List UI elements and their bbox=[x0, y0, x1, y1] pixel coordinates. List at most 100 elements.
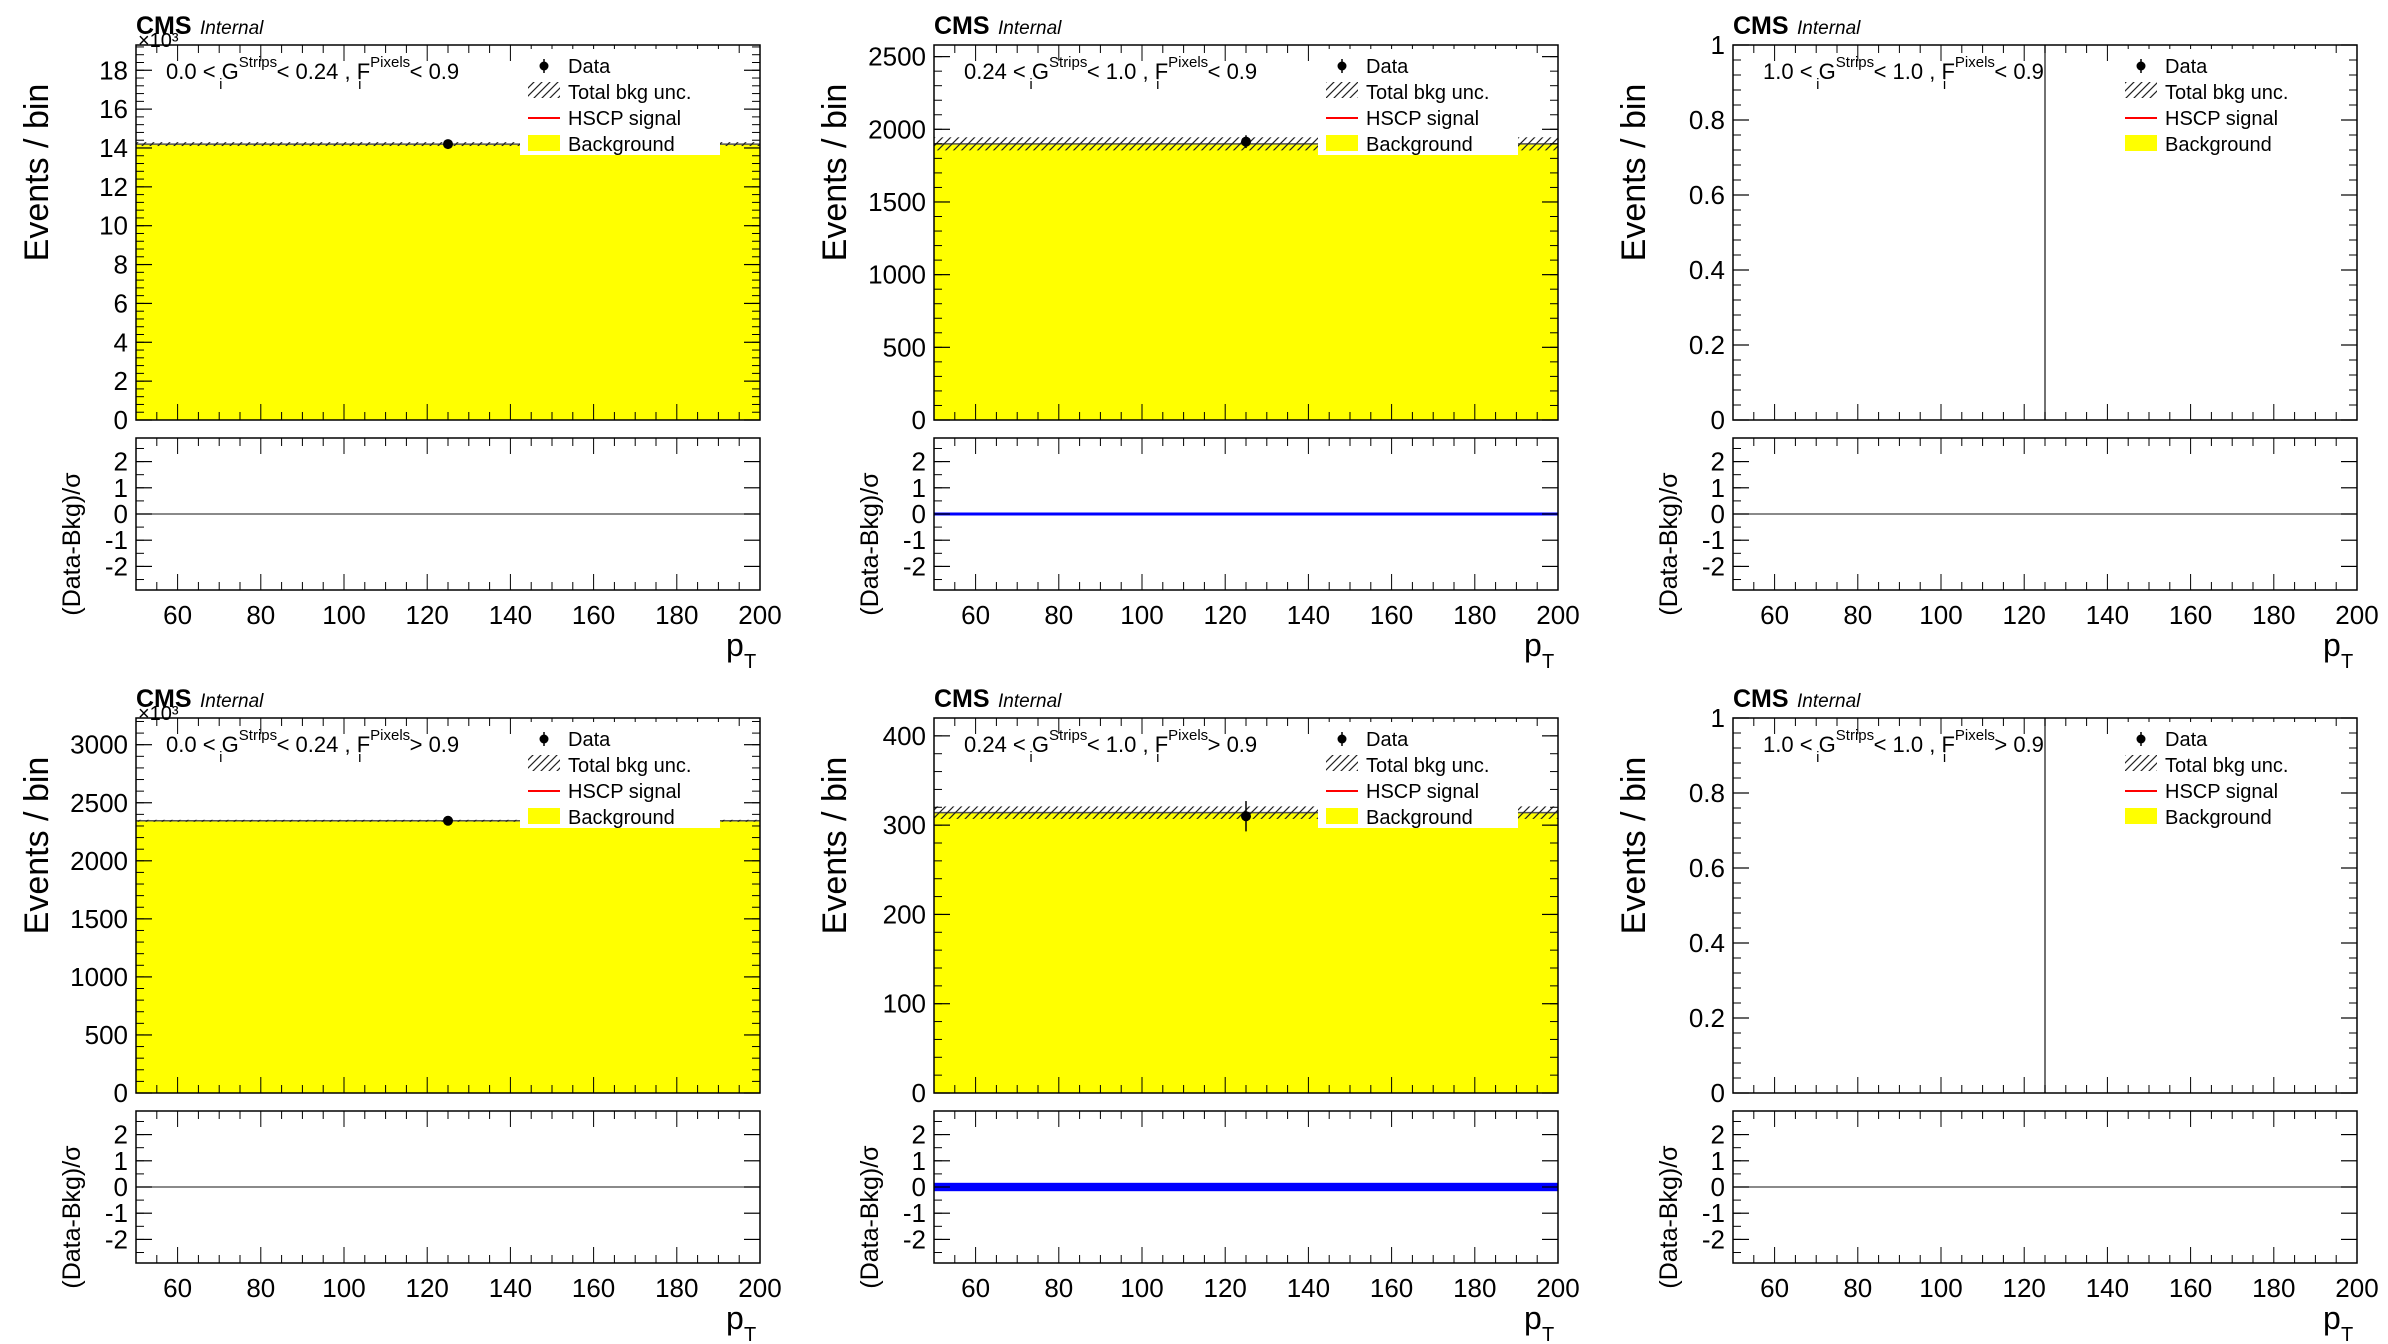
y-tick-label: 8 bbox=[114, 250, 128, 280]
data-point bbox=[1241, 811, 1251, 822]
legend-label-signal: HSCP signal bbox=[568, 108, 681, 130]
ratio-y-tick-label: 1 bbox=[912, 1146, 926, 1176]
legend-label-data: Data bbox=[1366, 729, 1409, 751]
ratio-y-axis-label: (Data-Bkg)/σ bbox=[1655, 1145, 1683, 1289]
region-label-part: i bbox=[1943, 76, 1946, 93]
ratio-y-tick-label: 1 bbox=[114, 473, 128, 503]
y-multiplier: ×10³ bbox=[138, 703, 179, 725]
y-tick-label: 2500 bbox=[70, 788, 128, 818]
legend-bkg-unc-swatch bbox=[2125, 82, 2157, 98]
legend-label-data: Data bbox=[1366, 56, 1409, 78]
y-tick-label: 0 bbox=[912, 405, 926, 435]
x-tick-label: 80 bbox=[1044, 1273, 1073, 1303]
legend-label-signal: HSCP signal bbox=[2165, 781, 2278, 803]
legend-bkg-unc-swatch bbox=[528, 755, 560, 771]
panel-6: 0 0.2 0.4 0.6 0.8 1 Events / bin CMS Internal 1.0… bbox=[1615, 685, 2379, 1344]
x-tick-label: 80 bbox=[1843, 600, 1872, 630]
legend-label-data: Data bbox=[2165, 56, 2208, 78]
legend-label-bkg-unc: Total bkg unc. bbox=[1366, 82, 1489, 104]
ratio-y-tick-label: 0 bbox=[114, 499, 128, 529]
region-label: 0.24 < GStrips i < 1.0 , FPixels i < 0.9 bbox=[964, 54, 1257, 93]
legend-label-signal: HSCP signal bbox=[2165, 108, 2278, 130]
panel-5: 0 100 200 300 400 Events / bin CMS Internal 0.24… bbox=[816, 685, 1580, 1344]
region-label-part: i bbox=[219, 749, 222, 766]
region-label-part: 1.0 < G bbox=[1763, 732, 1836, 757]
x-tick-label: 60 bbox=[163, 600, 192, 630]
x-tick-label: 100 bbox=[1120, 600, 1163, 630]
x-tick-label: 200 bbox=[738, 1273, 781, 1303]
x-tick-label: 60 bbox=[961, 600, 990, 630]
x-tick-label: 100 bbox=[322, 1273, 365, 1303]
x-tick-label: 60 bbox=[1760, 600, 1789, 630]
x-tick-label: 80 bbox=[1843, 1273, 1872, 1303]
ratio-y-tick-label: 0 bbox=[912, 499, 926, 529]
y-axis-label: Events / bin bbox=[18, 757, 56, 935]
legend-bkg-unc-swatch bbox=[1326, 755, 1358, 771]
y-tick-label: 0 bbox=[1711, 405, 1725, 435]
y-tick-label: 18 bbox=[99, 55, 128, 85]
region-label-part: Strips bbox=[239, 727, 277, 744]
y-tick-label: 0 bbox=[114, 1078, 128, 1108]
y-tick-label: 200 bbox=[883, 899, 926, 929]
ratio-y-tick-label: 2 bbox=[1711, 447, 1725, 477]
legend-label-background: Background bbox=[2165, 807, 2272, 829]
legend-label-background: Background bbox=[568, 807, 675, 829]
region-label-part: Pixels bbox=[370, 727, 410, 744]
y-tick-label: 500 bbox=[883, 332, 926, 362]
region-label: 0.0 < GStrips i < 0.24 , FPixels i < 0.9 bbox=[166, 54, 459, 93]
ratio-y-tick-label: -1 bbox=[903, 1198, 926, 1228]
pull-band bbox=[934, 512, 1558, 516]
region-label-part: Strips bbox=[239, 54, 277, 71]
ratio-y-tick-label: -2 bbox=[903, 1224, 926, 1254]
background-bar bbox=[136, 820, 760, 1093]
region-label-part: Pixels bbox=[1168, 727, 1208, 744]
region-label-part: i bbox=[1156, 749, 1159, 766]
region-label-part: i bbox=[358, 749, 361, 766]
x-tick-label: 140 bbox=[2086, 600, 2129, 630]
legend-label-background: Background bbox=[2165, 134, 2272, 156]
region-label: 0.24 < GStrips i < 1.0 , FPixels i > 0.9 bbox=[964, 727, 1257, 766]
y-axis-label: Events / bin bbox=[18, 84, 56, 262]
region-label-part: i bbox=[1816, 76, 1819, 93]
region-label-part: i bbox=[358, 76, 361, 93]
y-tick-label: 3000 bbox=[70, 730, 128, 760]
region-label-part: < 0.9 bbox=[1202, 59, 1258, 84]
x-axis-label-subscript: T bbox=[2341, 1324, 2353, 1344]
legend-data-marker bbox=[1337, 734, 1347, 744]
ratio-y-tick-label: -1 bbox=[105, 525, 128, 555]
x-tick-label: 140 bbox=[2086, 1273, 2129, 1303]
y-axis-label: Events / bin bbox=[1615, 84, 1653, 262]
legend-label-signal: HSCP signal bbox=[1366, 781, 1479, 803]
region-label: 1.0 < GStrips i < 1.0 , FPixels i > 0.9 bbox=[1763, 727, 2044, 766]
region-label-part: > 0.9 bbox=[1988, 732, 2044, 757]
region-label-part: Strips bbox=[1836, 727, 1874, 744]
x-tick-label: 160 bbox=[1370, 1273, 1413, 1303]
x-tick-label: 200 bbox=[738, 600, 781, 630]
ratio-y-tick-label: 2 bbox=[114, 447, 128, 477]
region-label-part: < 1.0 , F bbox=[1867, 732, 1954, 757]
y-tick-label: 2 bbox=[114, 366, 128, 396]
region-label-part: 1.0 < G bbox=[1763, 59, 1836, 84]
region-label-part: Pixels bbox=[1955, 727, 1995, 744]
legend-background-swatch bbox=[2125, 135, 2157, 151]
y-tick-label: 0.6 bbox=[1689, 180, 1725, 210]
y-axis-label: Events / bin bbox=[1615, 757, 1653, 935]
x-tick-label: 160 bbox=[572, 600, 615, 630]
background-bar bbox=[934, 812, 1558, 1093]
region-label-part: Pixels bbox=[1168, 54, 1208, 71]
y-tick-label: 1500 bbox=[70, 904, 128, 934]
x-axis-label: p bbox=[726, 1300, 744, 1336]
legend-label-background: Background bbox=[568, 134, 675, 156]
ratio-y-tick-label: -2 bbox=[1702, 551, 1725, 581]
ratio-y-tick-label: -1 bbox=[903, 525, 926, 555]
data-point bbox=[443, 815, 453, 826]
legend-label-bkg-unc: Total bkg unc. bbox=[2165, 755, 2288, 777]
legend-background-swatch bbox=[1326, 808, 1358, 824]
y-tick-label: 1000 bbox=[868, 260, 926, 290]
x-tick-label: 120 bbox=[1204, 1273, 1247, 1303]
region-label: 1.0 < GStrips i < 1.0 , FPixels i < 0.9 bbox=[1763, 54, 2044, 93]
y-tick-label: 1 bbox=[1711, 703, 1725, 733]
